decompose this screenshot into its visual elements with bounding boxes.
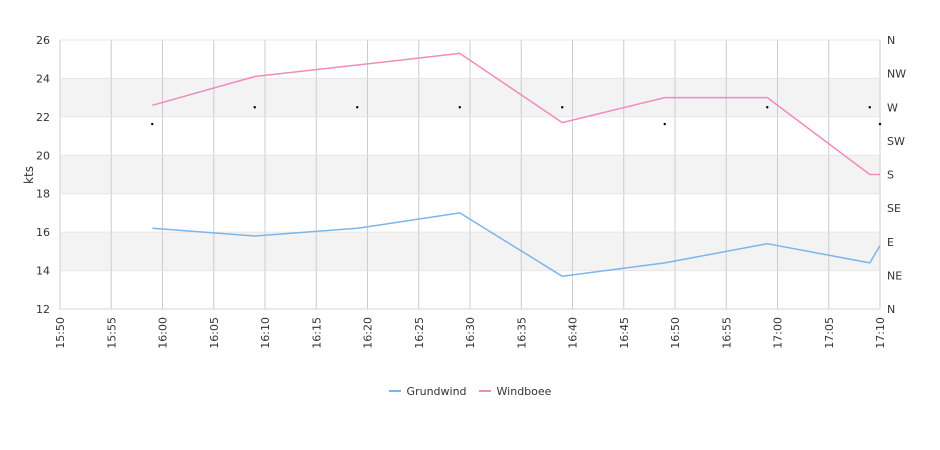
x-tick-label: 15:50 bbox=[54, 317, 67, 349]
direction-marker bbox=[151, 122, 154, 126]
y-tick-label: 26 bbox=[36, 34, 50, 47]
x-tick-label: 16:10 bbox=[259, 317, 272, 349]
direction-tick-label: N bbox=[887, 303, 895, 316]
legend-swatch bbox=[388, 390, 401, 392]
x-tick-label: 16:50 bbox=[669, 317, 682, 349]
direction-markers bbox=[151, 106, 882, 126]
direction-marker bbox=[766, 106, 769, 109]
y-tick-label: 14 bbox=[36, 265, 50, 278]
legend-item-grundwind[interactable]: Grundwind bbox=[388, 385, 467, 398]
x-tick-label: 17:00 bbox=[772, 317, 785, 349]
series-line-windboee[interactable] bbox=[152, 52, 880, 176]
x-tick-label: 16:30 bbox=[464, 317, 477, 349]
direction-marker bbox=[878, 122, 882, 126]
x-tick-label: 16:35 bbox=[515, 317, 528, 349]
y-axis-tick-labels: 12 14 16 18 20 22 24 26 bbox=[36, 34, 50, 316]
x-tick-label: 16:00 bbox=[157, 317, 170, 349]
direction-marker bbox=[458, 106, 461, 109]
direction-tick-label: SW bbox=[887, 135, 905, 148]
x-axis-tick-labels: 15:50 15:55 16:00 16:05 16:10 16:15 16:20 16:25… bbox=[54, 317, 887, 349]
y-axis-title: kts bbox=[22, 166, 36, 184]
x-tick-label: 17:10 bbox=[874, 317, 887, 349]
direction-tick-label: S bbox=[887, 169, 894, 182]
direction-marker bbox=[868, 106, 871, 109]
x-tick-label: 16:15 bbox=[310, 317, 323, 349]
legend-item-windboee[interactable]: Windboee bbox=[478, 385, 552, 398]
x-tick-label: 16:25 bbox=[413, 317, 426, 349]
x-tick-label: 15:55 bbox=[105, 317, 118, 349]
x-tick-label: 16:20 bbox=[362, 317, 375, 349]
direction-marker bbox=[253, 106, 256, 109]
y-tick-label: 24 bbox=[36, 72, 50, 85]
legend-label: Grundwind bbox=[406, 385, 467, 398]
legend-swatch bbox=[478, 390, 491, 392]
direction-tick-label: NW bbox=[887, 68, 906, 81]
legend: Grundwind Windboee bbox=[0, 385, 940, 398]
direction-axis-tick-labels: N NE E SE S SW W NW N bbox=[887, 34, 906, 316]
direction-tick-label: NE bbox=[887, 269, 902, 282]
direction-tick-label: SE bbox=[887, 202, 901, 215]
direction-tick-label: W bbox=[887, 101, 898, 114]
legend-label: Windboee bbox=[496, 385, 552, 398]
y-tick-label: 22 bbox=[36, 111, 50, 124]
direction-tick-label: E bbox=[887, 236, 894, 249]
vertical-gridlines bbox=[59, 40, 881, 309]
direction-marker bbox=[663, 122, 666, 126]
x-tick-label: 16:05 bbox=[208, 317, 221, 349]
x-tick-label: 16:45 bbox=[618, 317, 631, 349]
y-tick-label: 12 bbox=[36, 303, 50, 316]
y-tick-label: 16 bbox=[36, 226, 50, 239]
x-tick-label: 16:55 bbox=[720, 317, 733, 349]
x-tick-label: 17:05 bbox=[823, 317, 836, 349]
direction-tick-label: N bbox=[887, 34, 895, 47]
series-line-grundwind[interactable] bbox=[152, 212, 881, 278]
y-tick-label: 18 bbox=[36, 188, 50, 201]
y-tick-label: 20 bbox=[36, 149, 50, 162]
direction-marker bbox=[561, 106, 564, 109]
x-tick-label: 16:40 bbox=[567, 317, 580, 349]
direction-marker bbox=[356, 106, 359, 109]
series-lines bbox=[152, 52, 881, 278]
